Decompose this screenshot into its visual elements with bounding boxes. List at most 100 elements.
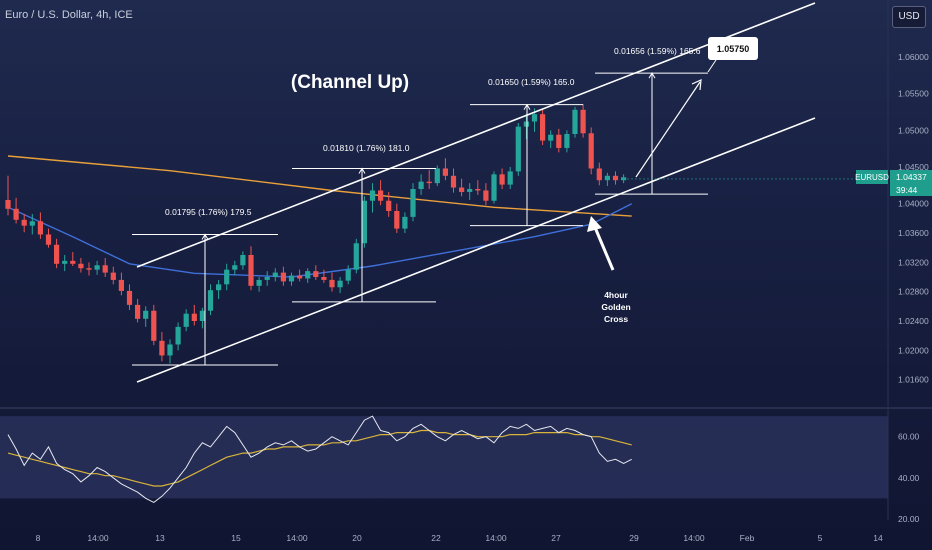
candle-body: [216, 284, 222, 291]
candle-body: [183, 313, 189, 327]
candle-body: [45, 234, 52, 245]
candle-body: [564, 134, 570, 148]
candle-body: [378, 190, 384, 201]
x-tick-label: 27: [551, 533, 561, 543]
candle-body: [491, 174, 497, 201]
candle-body: [110, 272, 116, 280]
x-tick-label: 15: [231, 533, 241, 543]
price-tick-label: 1.03600: [898, 228, 929, 238]
candle-body: [540, 114, 546, 141]
candle-body: [232, 265, 238, 270]
candle-body: [264, 277, 270, 280]
x-tick-label: Feb: [740, 533, 755, 543]
candle-body: [588, 133, 594, 169]
candle-body: [94, 265, 100, 270]
candle-body: [272, 272, 278, 277]
rsi-moving-average: [7, 429, 632, 487]
rsi-tick-label: 20.00: [898, 514, 920, 524]
x-tick-label: 22: [431, 533, 441, 543]
candle-body: [612, 175, 619, 181]
swing-arrow-head: [201, 233, 209, 240]
channel-upper-line: [136, 2, 816, 268]
candle-body: [531, 114, 538, 122]
candle-body: [126, 290, 133, 305]
golden-cross-label: Golden: [601, 302, 630, 312]
candle-body: [118, 279, 124, 291]
x-tick-label: 20: [352, 533, 362, 543]
x-tick-label: 14: [873, 533, 883, 543]
x-tick-label: 8: [36, 533, 41, 543]
candle-body: [386, 200, 392, 211]
candle-body: [21, 219, 27, 226]
candle-body: [467, 189, 473, 192]
symbol-badge: [856, 170, 888, 184]
candle-body: [596, 168, 602, 181]
candle-body: [402, 216, 408, 229]
candle-body: [369, 190, 376, 201]
price-tick-label: 1.04000: [898, 199, 929, 209]
chart-title: Euro / U.S. Dollar, 4h, ICE: [5, 9, 133, 21]
orange-moving-average: [7, 155, 632, 217]
candle-body: [256, 279, 262, 286]
candle-body: [459, 187, 465, 192]
candle-body: [515, 126, 521, 172]
candle-body: [240, 255, 246, 266]
price-tick-label: 1.04500: [898, 162, 929, 172]
x-tick-label: 14:00: [485, 533, 507, 543]
candle-body: [78, 263, 84, 269]
candle-body: [329, 279, 335, 288]
candle-body: [410, 189, 416, 217]
currency-button[interactable]: USD: [892, 6, 926, 28]
candle-body: [548, 134, 554, 141]
x-tick-label: 29: [629, 533, 639, 543]
x-tick-label: 14:00: [286, 533, 308, 543]
candle-body: [288, 275, 295, 282]
candle-body: [418, 181, 424, 189]
candle-body: [361, 200, 367, 244]
swing-label: 0.01650 (1.59%) 165.0: [488, 77, 575, 87]
swing-label: 0.01656 (1.59%) 165.6: [614, 46, 701, 56]
candle-body: [151, 310, 157, 341]
candle-body: [175, 326, 181, 345]
candle-body: [191, 313, 197, 321]
target-price-box: [708, 37, 758, 60]
swing-arrow-head: [523, 103, 531, 110]
price-tick-label: 1.05500: [898, 89, 929, 99]
candle-body: [167, 344, 173, 356]
candle-body: [345, 269, 351, 281]
countdown-label: 39:44: [896, 185, 918, 195]
candle-body: [207, 290, 214, 311]
price-tick-label: 1.05000: [898, 125, 929, 135]
candle-body: [442, 168, 448, 176]
candle-body: [556, 134, 562, 148]
candle-body: [321, 277, 327, 280]
candle-body: [159, 340, 165, 356]
candle-body: [507, 171, 513, 185]
symbol-label: EURUSD: [855, 173, 889, 182]
golden-cross-label: 4hour: [604, 290, 628, 300]
candle-body: [199, 310, 205, 321]
candle-body: [313, 271, 319, 277]
golden-cross-arrow-head: [587, 216, 602, 232]
candle-body: [450, 175, 457, 188]
candle-body: [102, 265, 108, 273]
target-price-label: 1.05750: [717, 44, 750, 54]
candle-body: [394, 211, 400, 229]
candle-body: [305, 271, 311, 279]
candle-body: [5, 200, 11, 209]
swing-label: 0.01795 (1.76%) 179.5: [165, 207, 252, 217]
candle-body: [475, 189, 481, 191]
swing-arrow-head: [358, 167, 366, 174]
candle-body: [86, 268, 92, 270]
price-tick-label: 1.02800: [898, 287, 929, 297]
projection-arrow-line: [635, 81, 701, 178]
channel-lower-line: [136, 117, 816, 383]
pattern-label: (Channel Up): [291, 72, 409, 93]
swing-label: 0.01810 (1.76%) 181.0: [323, 143, 410, 153]
golden-cross-arrow: [592, 224, 615, 271]
x-tick-label: 14:00: [683, 533, 705, 543]
candle-body: [572, 109, 578, 134]
price-tick-label: 1.06000: [898, 52, 929, 62]
candle-body: [434, 168, 440, 184]
projection-arrow-head: [691, 79, 702, 91]
